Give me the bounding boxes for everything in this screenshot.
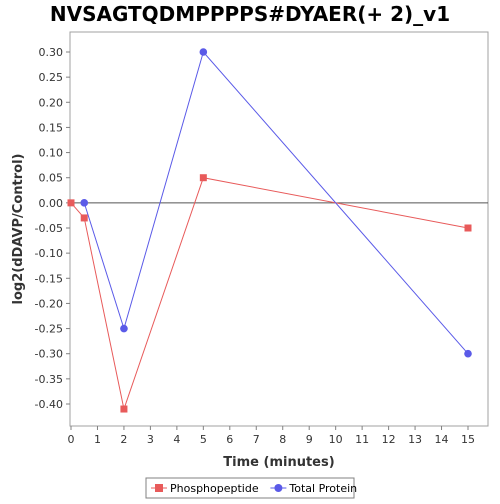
data-point-phosphopeptide [67, 199, 75, 207]
y-tick-label: -0.15 [35, 272, 63, 285]
legend-marker [274, 484, 283, 492]
x-tick-label: 7 [253, 433, 260, 446]
x-tick-label: 3 [147, 433, 154, 446]
y-tick-label: 0.30 [39, 46, 64, 59]
x-axis-label: Time (minutes) [223, 455, 334, 470]
data-point-phosphopeptide [80, 214, 88, 222]
legend-label: Total Protein [288, 482, 357, 495]
y-tick-label: -0.35 [35, 373, 63, 386]
y-tick-label: 0.05 [39, 172, 64, 185]
x-tick-label: 8 [279, 433, 286, 446]
x-tick-label: 15 [461, 433, 475, 446]
x-tick-label: 10 [329, 433, 343, 446]
y-tick-label: 0.00 [39, 197, 64, 210]
data-point-phosphopeptide [120, 405, 128, 413]
x-tick-label: 6 [226, 433, 233, 446]
x-tick-label: 9 [306, 433, 313, 446]
x-tick-label: 13 [408, 433, 422, 446]
x-tick-label: 11 [355, 433, 369, 446]
legend-label: Phosphopeptide [170, 482, 259, 495]
y-tick-label: -0.30 [35, 348, 63, 361]
y-tick-label: -0.05 [35, 222, 63, 235]
y-tick-label: 0.15 [39, 121, 64, 134]
x-tick-label: 12 [382, 433, 396, 446]
data-point-phosphopeptide [199, 174, 207, 182]
x-tick-label: 4 [173, 433, 180, 446]
chart-title: NVSAGTQDMPPPPS#DYAER(+ 2)_v1 [49, 2, 451, 26]
x-tick-label: 0 [68, 433, 75, 446]
legend-box [145, 477, 355, 499]
plot-area [69, 31, 489, 427]
x-tick-label: 14 [435, 433, 449, 446]
data-point-total-protein [80, 199, 89, 207]
y-axis-label: log2(dDAVP/Control) [11, 154, 26, 305]
y-tick-label: -0.20 [35, 297, 63, 310]
y-tick-label: 0.10 [39, 147, 64, 160]
x-tick-label: 1 [94, 433, 101, 446]
y-tick-label: -0.40 [35, 398, 63, 411]
data-point-total-protein [199, 48, 208, 56]
data-point-total-protein [464, 349, 472, 358]
legend-marker [155, 484, 163, 492]
legend: Phosphopeptide Total Protein [145, 477, 357, 499]
data-point-phosphopeptide [464, 224, 472, 232]
data-point-total-protein [120, 324, 128, 333]
y-tick-label: -0.10 [35, 247, 63, 260]
series-line-total-protein [83, 50, 469, 355]
y-tick-label: 0.20 [39, 96, 64, 109]
y-tick-label: 0.25 [39, 71, 64, 84]
x-tick-label: 2 [120, 433, 127, 446]
y-tick-label: -0.25 [35, 323, 63, 336]
x-tick-label: 5 [200, 433, 207, 446]
